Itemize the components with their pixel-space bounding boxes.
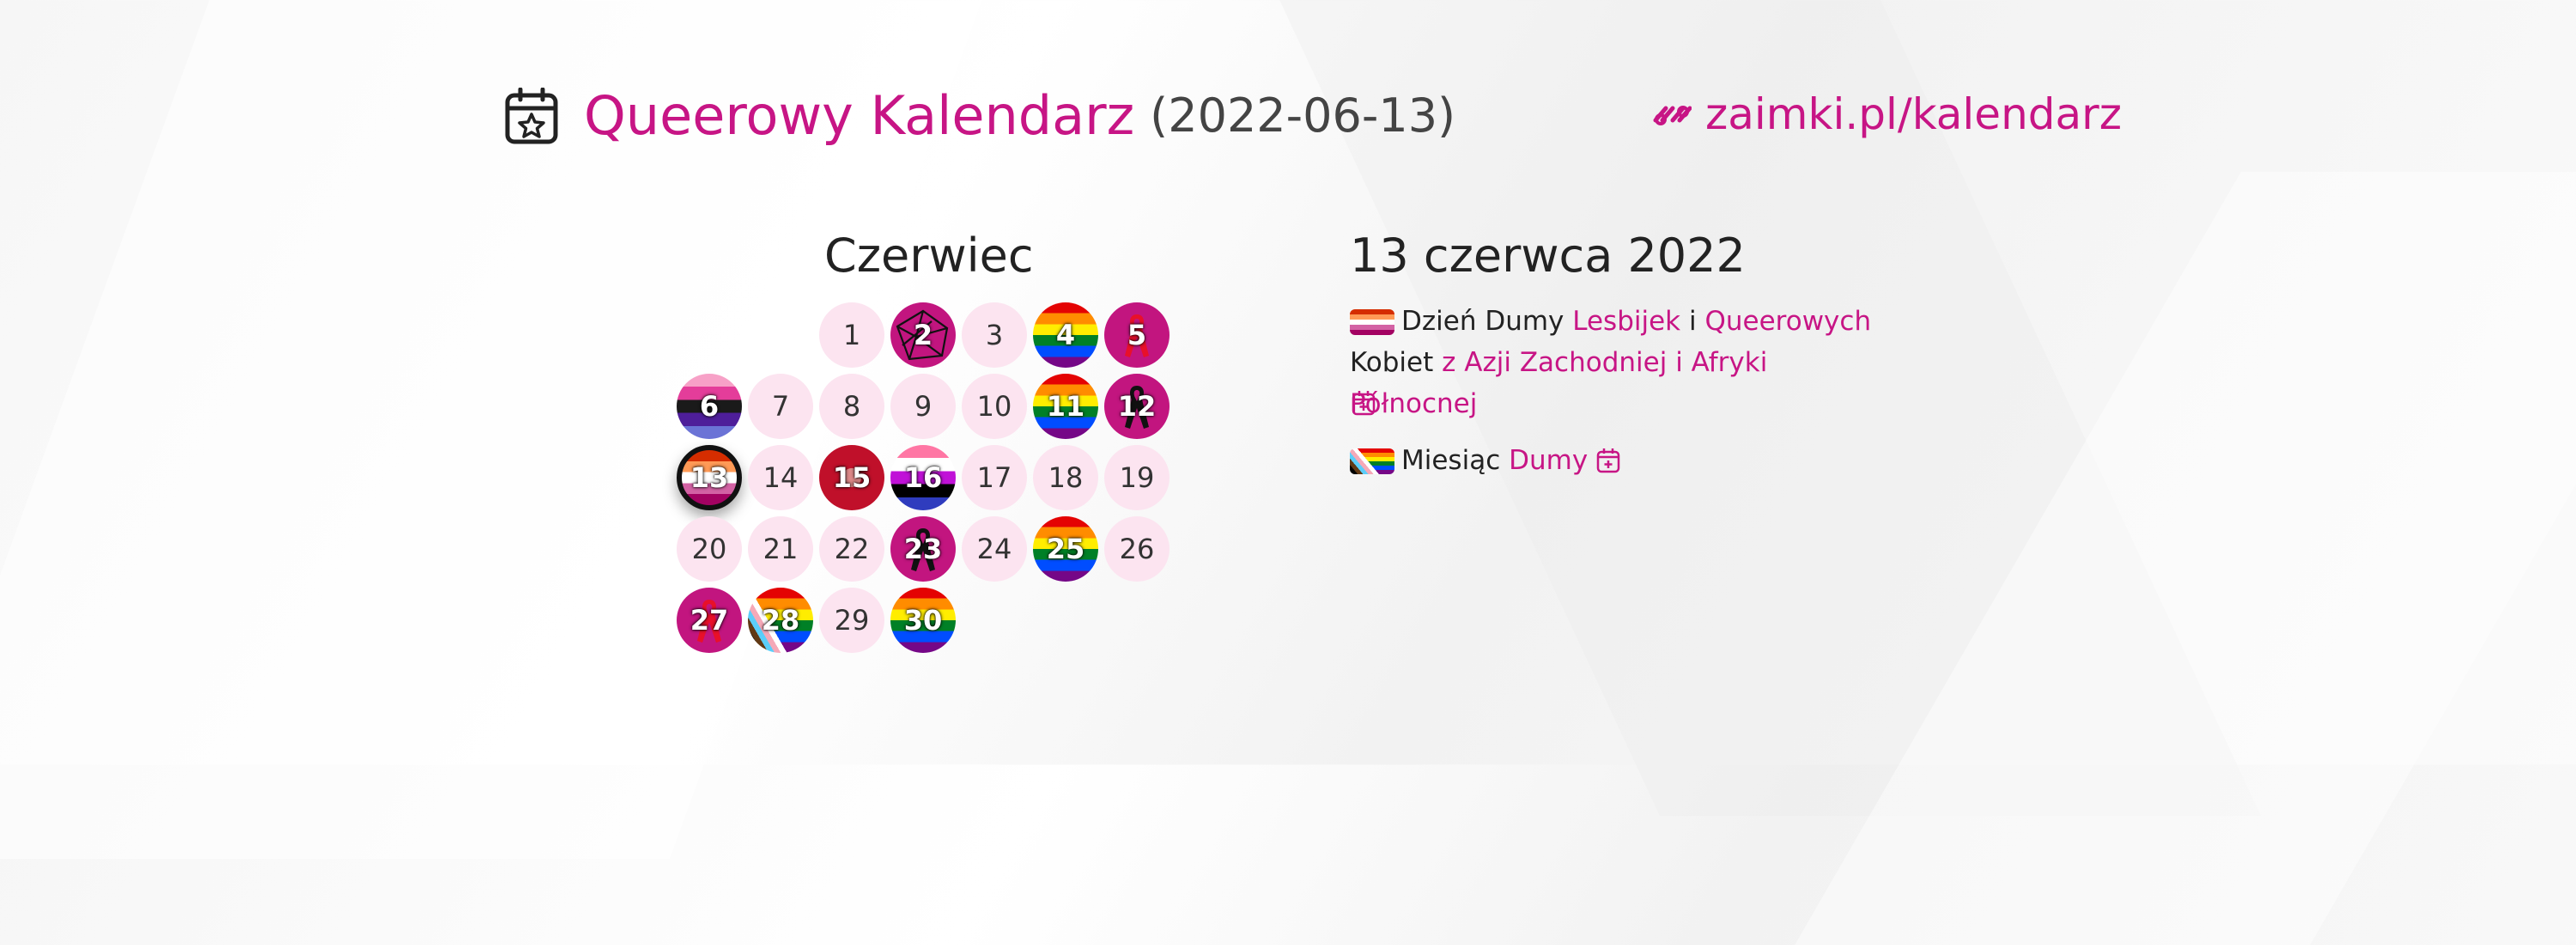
calendar-day[interactable]: 5	[1104, 302, 1170, 368]
calendar-day[interactable]: 25	[1033, 516, 1098, 582]
page-title: Queerowy Kalendarz	[584, 84, 1135, 147]
calendar-day[interactable]: 29	[819, 588, 884, 653]
selected-date-title: 13 czerwca 2022	[1350, 229, 1746, 283]
calendar-day-number: 20	[691, 533, 727, 565]
calendar-day-number: 9	[914, 390, 933, 423]
event-text: Miesiąc	[1401, 445, 1501, 476]
progress-flag-icon	[1350, 448, 1394, 474]
calendar-star-icon	[505, 87, 558, 143]
calendar-day[interactable]: 18	[1033, 445, 1098, 510]
site-link[interactable]: zaimki.pl/kalendarz	[1650, 89, 2122, 139]
calendar-day-number: 13	[690, 461, 729, 494]
calendar-day[interactable]: 3	[962, 302, 1027, 368]
calendar-day-number: 11	[1046, 390, 1085, 423]
calendar-day-number: 24	[976, 533, 1012, 565]
lesbian-flag-icon	[1350, 309, 1394, 335]
calendar-day-number: 17	[976, 461, 1012, 494]
calendar-day[interactable]: 9	[890, 374, 956, 439]
site-url[interactable]: zaimki.pl/kalendarz	[1705, 89, 2122, 139]
calendar-day[interactable]: 10	[962, 374, 1027, 439]
page-header: Queerowy Kalendarz (2022-06-13)	[505, 84, 1455, 147]
calendar-day-number: 25	[1046, 533, 1085, 565]
calendar-day-number: 28	[761, 604, 800, 637]
calendar-day-number: 19	[1119, 461, 1155, 494]
calendar-day[interactable]: 6	[677, 374, 742, 439]
event-link-lesbijek[interactable]: Lesbijek	[1572, 306, 1681, 337]
calendar-day[interactable]: 17	[962, 445, 1027, 510]
calendar-day-number: 26	[1119, 533, 1155, 565]
calendar-day[interactable]: 23	[890, 516, 956, 582]
event-item: Miesiąc Dumy	[1350, 440, 1620, 481]
calendar-day-number: 8	[842, 390, 861, 423]
calendar-day-number: 23	[903, 533, 943, 565]
calendar-day[interactable]: 13	[677, 445, 742, 510]
calendar-day-number: 29	[834, 604, 870, 637]
calendar-day[interactable]: 12	[1104, 374, 1170, 439]
calendar-day-number: 2	[913, 319, 933, 351]
background-shape	[1795, 172, 2576, 945]
event-link-dumy[interactable]: Dumy	[1509, 445, 1589, 476]
add-to-calendar-icon[interactable]	[1352, 390, 1376, 416]
calendar-day-number: 10	[976, 390, 1012, 423]
month-title: Czerwiec	[824, 229, 1034, 283]
calendar-day[interactable]: 24	[962, 516, 1027, 582]
calendar-day-number: 21	[762, 533, 799, 565]
calendar-day[interactable]: 20	[677, 516, 742, 582]
calendar-day-number: 1	[842, 319, 861, 351]
calendar-day-number: 15	[832, 461, 872, 494]
calendar-day-number: 3	[985, 319, 1004, 351]
calendar-day-number: 14	[762, 461, 799, 494]
calendar-day-number: 6	[699, 390, 720, 423]
calendar-day-number: 30	[903, 604, 943, 637]
calendar-day[interactable]: 16	[890, 445, 956, 510]
calendar-day-number: 7	[771, 390, 790, 423]
calendar-day[interactable]: 15	[819, 445, 884, 510]
zaimki-logo-icon	[1653, 106, 1692, 125]
calendar-day[interactable]: 21	[748, 516, 813, 582]
calendar-day[interactable]: 7	[748, 374, 813, 439]
calendar-day[interactable]: 19	[1104, 445, 1170, 510]
calendar-day[interactable]: 1	[819, 302, 884, 368]
calendar-day[interactable]: 2	[890, 302, 956, 368]
calendar-day-number: 22	[834, 533, 870, 565]
calendar-day-number: 16	[903, 461, 943, 494]
calendar-day[interactable]: 30	[890, 588, 956, 653]
calendar-day-number: 4	[1055, 319, 1076, 351]
event-item: Dzień Dumy Lesbijek i Queerowych Kobiet …	[1350, 301, 1899, 424]
calendar-day[interactable]: 4	[1033, 302, 1098, 368]
event-text: Dzień Dumy	[1401, 306, 1564, 337]
calendar-day-number: 27	[690, 604, 729, 637]
calendar-day[interactable]: 8	[819, 374, 884, 439]
calendar-day[interactable]: 27	[677, 588, 742, 653]
calendar-day-number: 12	[1117, 390, 1157, 423]
calendar-day-number: 5	[1127, 319, 1147, 351]
add-to-calendar-icon[interactable]	[1596, 448, 1620, 473]
calendar-day[interactable]: 28	[748, 588, 813, 653]
page-date: (2022-06-13)	[1150, 88, 1456, 143]
calendar-day[interactable]: 22	[819, 516, 884, 582]
calendar-day-number: 18	[1048, 461, 1084, 494]
event-link-queerowych[interactable]: Queerowych	[1704, 306, 1872, 337]
event-link-region[interactable]: z Azji Zachodniej i Afryki Północnej	[1350, 347, 1768, 419]
calendar-grid: 1 2 3 4 5 6 7 8 9 10 11 12 13 14 15 16 17 18 19 20 21 22 23 24 2…	[677, 302, 1175, 660]
event-text: Kobiet	[1350, 347, 1434, 378]
calendar-day[interactable]: 11	[1033, 374, 1098, 439]
calendar-day[interactable]: 26	[1104, 516, 1170, 582]
event-text: i	[1689, 306, 1697, 337]
calendar-day[interactable]: 14	[748, 445, 813, 510]
